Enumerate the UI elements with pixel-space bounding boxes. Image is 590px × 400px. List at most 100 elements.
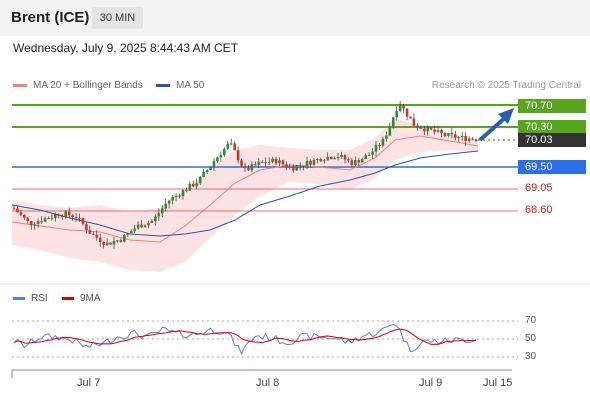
- candle-body: [347, 159, 350, 161]
- candle-body: [402, 105, 405, 109]
- rsi-ma-line: [13, 328, 477, 345]
- candle-body: [102, 242, 105, 245]
- candle-body: [454, 134, 457, 138]
- candle-body: [74, 216, 78, 218]
- candle-body: [281, 160, 285, 165]
- candle-body: [291, 166, 295, 171]
- candle-body: [202, 171, 205, 177]
- candle-body: [50, 217, 54, 219]
- candle-body: [223, 148, 226, 156]
- candle-body: [126, 233, 130, 235]
- candle-body: [188, 183, 192, 191]
- candle-body: [416, 125, 419, 128]
- candle-body: [143, 225, 147, 228]
- candle-body: [305, 160, 309, 167]
- support-2-label: 68.60: [525, 204, 553, 216]
- candle-body: [322, 160, 326, 162]
- ma50-line: [11, 150, 479, 237]
- candle-body: [195, 183, 199, 187]
- candle-body: [260, 161, 264, 163]
- candle-body: [360, 159, 364, 163]
- candle-body: [198, 176, 202, 184]
- candle-body: [474, 139, 478, 141]
- candle-body: [112, 241, 116, 245]
- candle-body: [240, 160, 243, 166]
- candle-body: [409, 116, 412, 119]
- rsi-tick-70: 70: [525, 315, 537, 326]
- candle-body: [226, 143, 230, 149]
- ma20-line: [11, 135, 479, 243]
- candle-body: [278, 160, 281, 164]
- candle-body: [47, 218, 50, 220]
- candle-body: [422, 128, 426, 132]
- candle-body: [19, 212, 23, 215]
- date-label-jul9: Jul 9: [419, 377, 443, 389]
- candle-body: [391, 117, 395, 127]
- candle-body: [181, 190, 185, 197]
- candle-body: [450, 133, 454, 135]
- candle-body: [209, 166, 212, 170]
- candle-body: [333, 158, 336, 160]
- candle-body: [357, 160, 361, 163]
- candle-body: [247, 168, 250, 171]
- resistance-1-label: 70.30: [518, 120, 586, 134]
- candle-body: [254, 164, 257, 166]
- candle-body: [336, 156, 340, 159]
- candle-body: [309, 160, 312, 165]
- candle-body: [364, 155, 367, 160]
- candle-body: [298, 165, 302, 167]
- candle-body: [174, 195, 178, 197]
- rsi-ma-swatch: [62, 296, 74, 300]
- candle-body: [12, 208, 16, 210]
- candle-body: [398, 105, 402, 112]
- candle-body: [288, 166, 292, 168]
- candle-body: [16, 208, 19, 213]
- candle-body: [98, 237, 102, 243]
- candle-body: [36, 221, 40, 225]
- candle-body: [40, 221, 43, 223]
- resistance-2-label: 70.70: [518, 99, 586, 113]
- candle-body: [447, 133, 450, 136]
- candle-body: [457, 137, 461, 139]
- candle-body: [385, 135, 388, 139]
- candle-body: [412, 118, 416, 126]
- candle-body: [271, 158, 274, 162]
- timeframe-button[interactable]: 30 MIN: [92, 7, 143, 29]
- candle-body: [267, 161, 271, 163]
- candle-body: [429, 126, 433, 130]
- candle-body: [440, 130, 443, 134]
- candle-body: [371, 151, 374, 155]
- rsi-tick-50: 50: [525, 333, 537, 344]
- bollinger-swatch: [13, 83, 27, 87]
- ma50-legend-label: MA 50: [176, 80, 205, 91]
- candle-body: [460, 135, 464, 138]
- candle-body: [154, 216, 157, 222]
- candle-body: [23, 214, 26, 218]
- candle-body: [88, 230, 92, 234]
- date-label-jul7: Jul 7: [77, 377, 101, 389]
- candle-body: [464, 135, 467, 141]
- rsi-legend-label: RSI: [31, 293, 48, 304]
- candle-body: [250, 164, 254, 171]
- candle-body: [343, 155, 347, 160]
- candle-body: [233, 143, 236, 151]
- rsi-swatch: [13, 296, 25, 300]
- candle-body: [264, 162, 267, 164]
- datetime-label: Wednesday, July 9, 2025 8:44:43 AM CET: [13, 41, 239, 55]
- candle-body: [340, 155, 343, 157]
- candle-body: [467, 138, 471, 141]
- candle-body: [216, 157, 219, 162]
- bollinger-legend-label: MA 20 + Bollinger Bands: [33, 80, 143, 91]
- candle-body: [212, 161, 216, 167]
- candle-body: [133, 228, 136, 232]
- date-label-jul15: Jul 15: [483, 377, 513, 389]
- candle-body: [78, 217, 81, 219]
- candle-body: [419, 127, 423, 129]
- rsi-legend: RSI: [13, 293, 48, 304]
- candle-body: [54, 214, 57, 218]
- candle-body: [123, 234, 126, 242]
- candle-body: [236, 150, 240, 161]
- rsi-line: [13, 323, 477, 356]
- candle-body: [164, 203, 168, 209]
- candle-body: [329, 156, 333, 160]
